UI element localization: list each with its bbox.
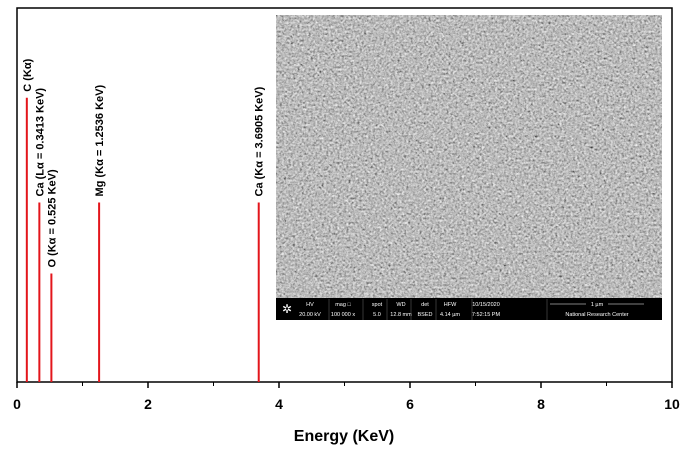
- peak-label: Mg (Kα = 1.2536 KeV): [94, 85, 106, 197]
- info-bar: [276, 298, 662, 320]
- info-value: BSED: [418, 312, 433, 318]
- info-label: HV: [306, 302, 314, 308]
- x-tick-label: 0: [13, 396, 21, 412]
- info-value: 4.14 µm: [440, 312, 460, 318]
- info-value: 20.00 kV: [299, 312, 321, 318]
- peak-label: Ca (Lα = 0.3413 KeV): [34, 88, 46, 197]
- detector-icon: ✲: [282, 302, 292, 316]
- info-label: det: [421, 302, 429, 308]
- peak-label: C (Kα): [22, 58, 34, 91]
- info-label: 10/15/2020: [472, 302, 500, 308]
- x-axis-title: Energy (KeV): [294, 428, 394, 445]
- info-value: 100 000 x: [331, 312, 355, 318]
- sem-texture: [276, 15, 662, 298]
- info-label: spot: [372, 302, 383, 308]
- info-value: 12.8 mm: [390, 312, 412, 318]
- x-tick-label: 4: [275, 396, 283, 412]
- info-label: WD: [396, 302, 405, 308]
- info-label: HFW: [444, 302, 457, 308]
- x-tick-label: 2: [144, 396, 152, 412]
- x-tick-label: 8: [537, 396, 545, 412]
- x-tick-label: 6: [406, 396, 414, 412]
- info-label: mag □: [335, 302, 351, 308]
- sem-image: ✲ HV 20.00 kV mag □ 100 000 x spot 5.0 WD 12.8 …: [276, 15, 662, 320]
- scale-label-bg: [586, 300, 608, 308]
- peak-label: Ca (Kα = 3.6905 KeV): [254, 86, 266, 196]
- info-value: 7:52:15 PM: [472, 312, 501, 318]
- info-value: 5.0: [373, 312, 381, 318]
- info-label: 1 µm: [591, 302, 604, 308]
- peak-label: O (Kα = 0.525 KeV): [46, 169, 58, 267]
- x-tick-label: 10: [664, 396, 680, 412]
- info-value: National Research Center: [565, 312, 628, 318]
